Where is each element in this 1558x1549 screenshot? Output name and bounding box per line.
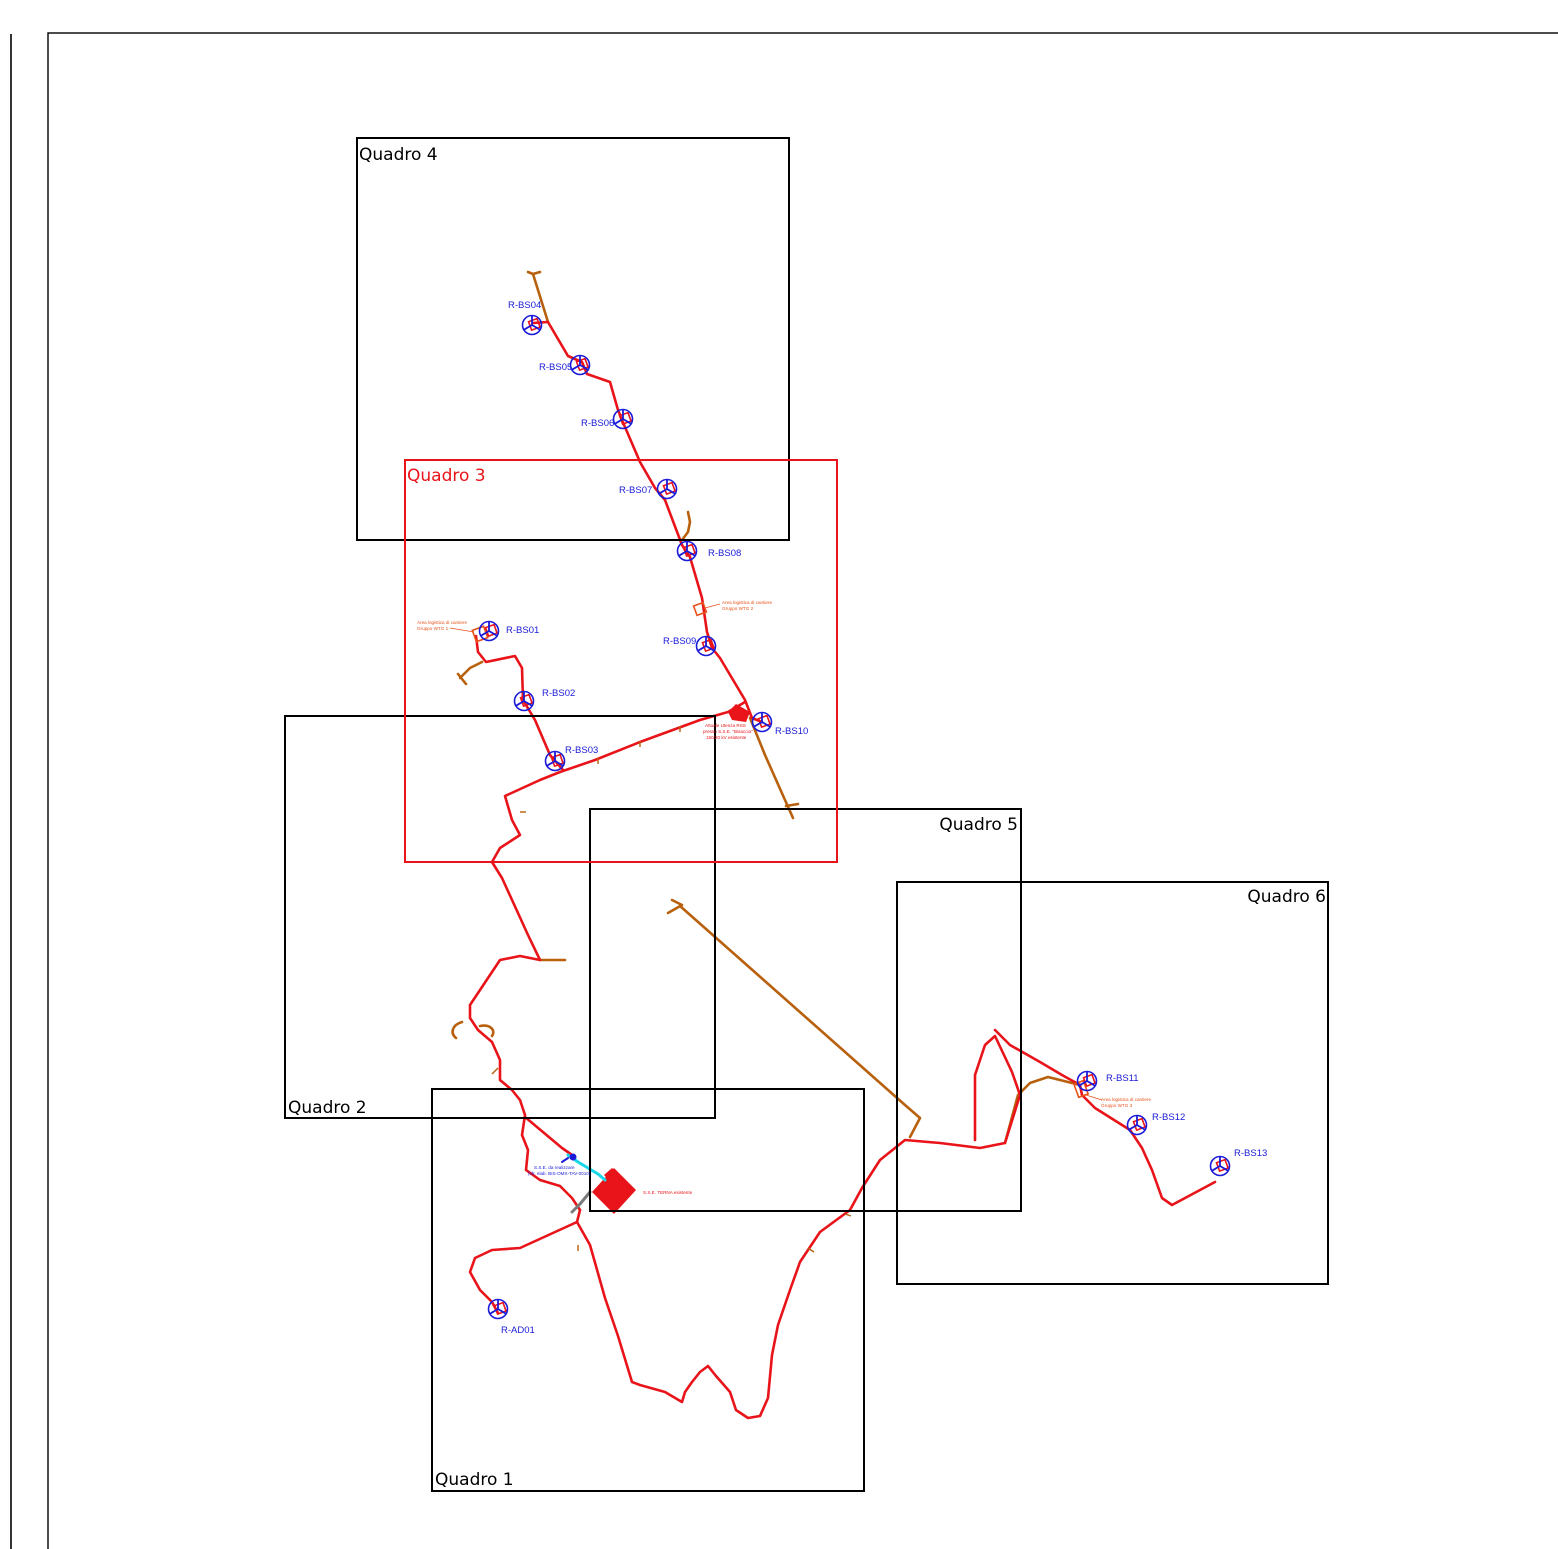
- note-area-3-line-2: Gruppo WTG 3: [1101, 1103, 1133, 1108]
- road-network: [451, 270, 1082, 1145]
- quadro-3-label: Quadro 3: [407, 466, 486, 486]
- note-utente-line-2: presso S.S.E. "Bisaccia": [703, 729, 753, 734]
- wind-turbine-icon-bs03: [544, 750, 566, 772]
- quadro-2-label: Quadro 2: [288, 1098, 367, 1118]
- quadro-1-frame: [431, 1088, 865, 1492]
- wind-turbine-icon-bs06: [612, 408, 634, 430]
- road-bs01-west: [456, 660, 484, 686]
- note-area-2-line-2: Gruppo WTG 2: [722, 606, 754, 611]
- substation-utente: [728, 704, 750, 722]
- wind-turbine-icon-bs05: [569, 354, 591, 376]
- quadro-6-frame: [896, 881, 1329, 1285]
- note-utente-line-1: Attuale Utenza RSS: [705, 723, 746, 728]
- wind-turbine-icon-bs04: [521, 314, 543, 336]
- turbine-label-bs08: R-BS08: [708, 548, 741, 559]
- turbine-label-bs01: R-BS01: [506, 625, 539, 636]
- note-sse-new-line-1: S.S.E. da realizzare: [534, 1165, 575, 1170]
- cable-trunk: [468, 700, 747, 1212]
- road-diagonal: [666, 898, 922, 1139]
- cable-route: [468, 320, 1217, 1420]
- wind-turbine-icon-bs09: [695, 635, 717, 657]
- turbine-label-bs05: R-BS05: [539, 362, 572, 373]
- wind-turbine-icon-bs08: [676, 540, 698, 562]
- wind-turbine-icon-bs13: [1209, 1155, 1231, 1177]
- pads: [471, 601, 1090, 1099]
- cable-north-chain: [531, 320, 764, 724]
- turbine-label-ad01: R-AD01: [501, 1325, 535, 1336]
- turbine-label-bs09: R-BS09: [663, 636, 696, 647]
- note-area-3-line-1: Area logistica di cantiere: [1101, 1097, 1151, 1102]
- quadro-5-frame: [589, 808, 1022, 1212]
- wind-turbine-icon-bs10: [751, 711, 773, 733]
- quadro-3-frame: [404, 459, 838, 863]
- sheet-frame: [10, 32, 1558, 1549]
- road-north-spur: [526, 270, 550, 324]
- turbine-label-bs13: R-BS13: [1234, 1148, 1267, 1159]
- quadro-6-label: Quadro 6: [1247, 887, 1326, 907]
- wind-turbine-icon-bs07: [656, 478, 678, 500]
- road-bs08-spur: [680, 510, 692, 542]
- wind-turbine-icon-bs02: [513, 690, 535, 712]
- turbine-label-bs02: R-BS02: [542, 688, 575, 699]
- note-utente-line-3: 150/20 kV esistente: [706, 735, 747, 740]
- quadro-4-frame: [356, 137, 790, 541]
- cable-east-chain: [993, 1028, 1217, 1207]
- turbine-label-bs03: R-BS03: [565, 745, 598, 756]
- turbine-label-bs07: R-BS07: [619, 485, 652, 496]
- quadro-1-label: Quadro 1: [435, 1470, 514, 1490]
- turbine-label-bs11: R-BS11: [1106, 1073, 1139, 1084]
- quadro-frames: [284, 137, 1329, 1492]
- cable-south-loop: [575, 1034, 1022, 1420]
- trunk-ticks: [491, 726, 852, 1253]
- quadro-4-label: Quadro 4: [359, 145, 438, 165]
- turbine-label-bs06: R-BS06: [581, 418, 614, 429]
- leader-lines: [449, 603, 1103, 1101]
- note-area-1-line-1: Area logistica di cantiere: [417, 620, 467, 625]
- wind-turbine-icon-bs01: [478, 620, 500, 642]
- cable-bs01-branch: [474, 634, 565, 772]
- quadro-5-label: Quadro 5: [939, 815, 1018, 835]
- turbine-label-bs04: R-BS04: [508, 300, 541, 311]
- note-area-1-line-2: Gruppo WTG 1: [417, 626, 449, 631]
- turbine-label-bs12: R-BS12: [1152, 1112, 1185, 1123]
- note-area-2-line-1: Area logistica di cantiere: [722, 600, 772, 605]
- wind-turbine-icon-ad01: [487, 1298, 509, 1320]
- turbine-label-bs10: R-BS10: [775, 726, 808, 737]
- turbine-layer: [478, 314, 1231, 1320]
- quadro-2-frame: [284, 715, 716, 1119]
- substation-existing: [592, 1168, 636, 1214]
- cable-ad01-loop: [468, 1208, 582, 1315]
- cable-sse-link: [523, 1115, 577, 1159]
- road-arcs: [451, 1020, 495, 1040]
- note-sse-existing: S.S.E. TERNA esistente: [643, 1190, 693, 1195]
- wind-turbine-icon-bs11: [1076, 1070, 1098, 1092]
- wind-turbine-icon-bs12: [1126, 1114, 1148, 1136]
- substation-new-connection: [561, 1153, 607, 1214]
- note-sse-new-line-2: (cfr. elab. BIS-OMX-TAV-0010): [528, 1171, 591, 1176]
